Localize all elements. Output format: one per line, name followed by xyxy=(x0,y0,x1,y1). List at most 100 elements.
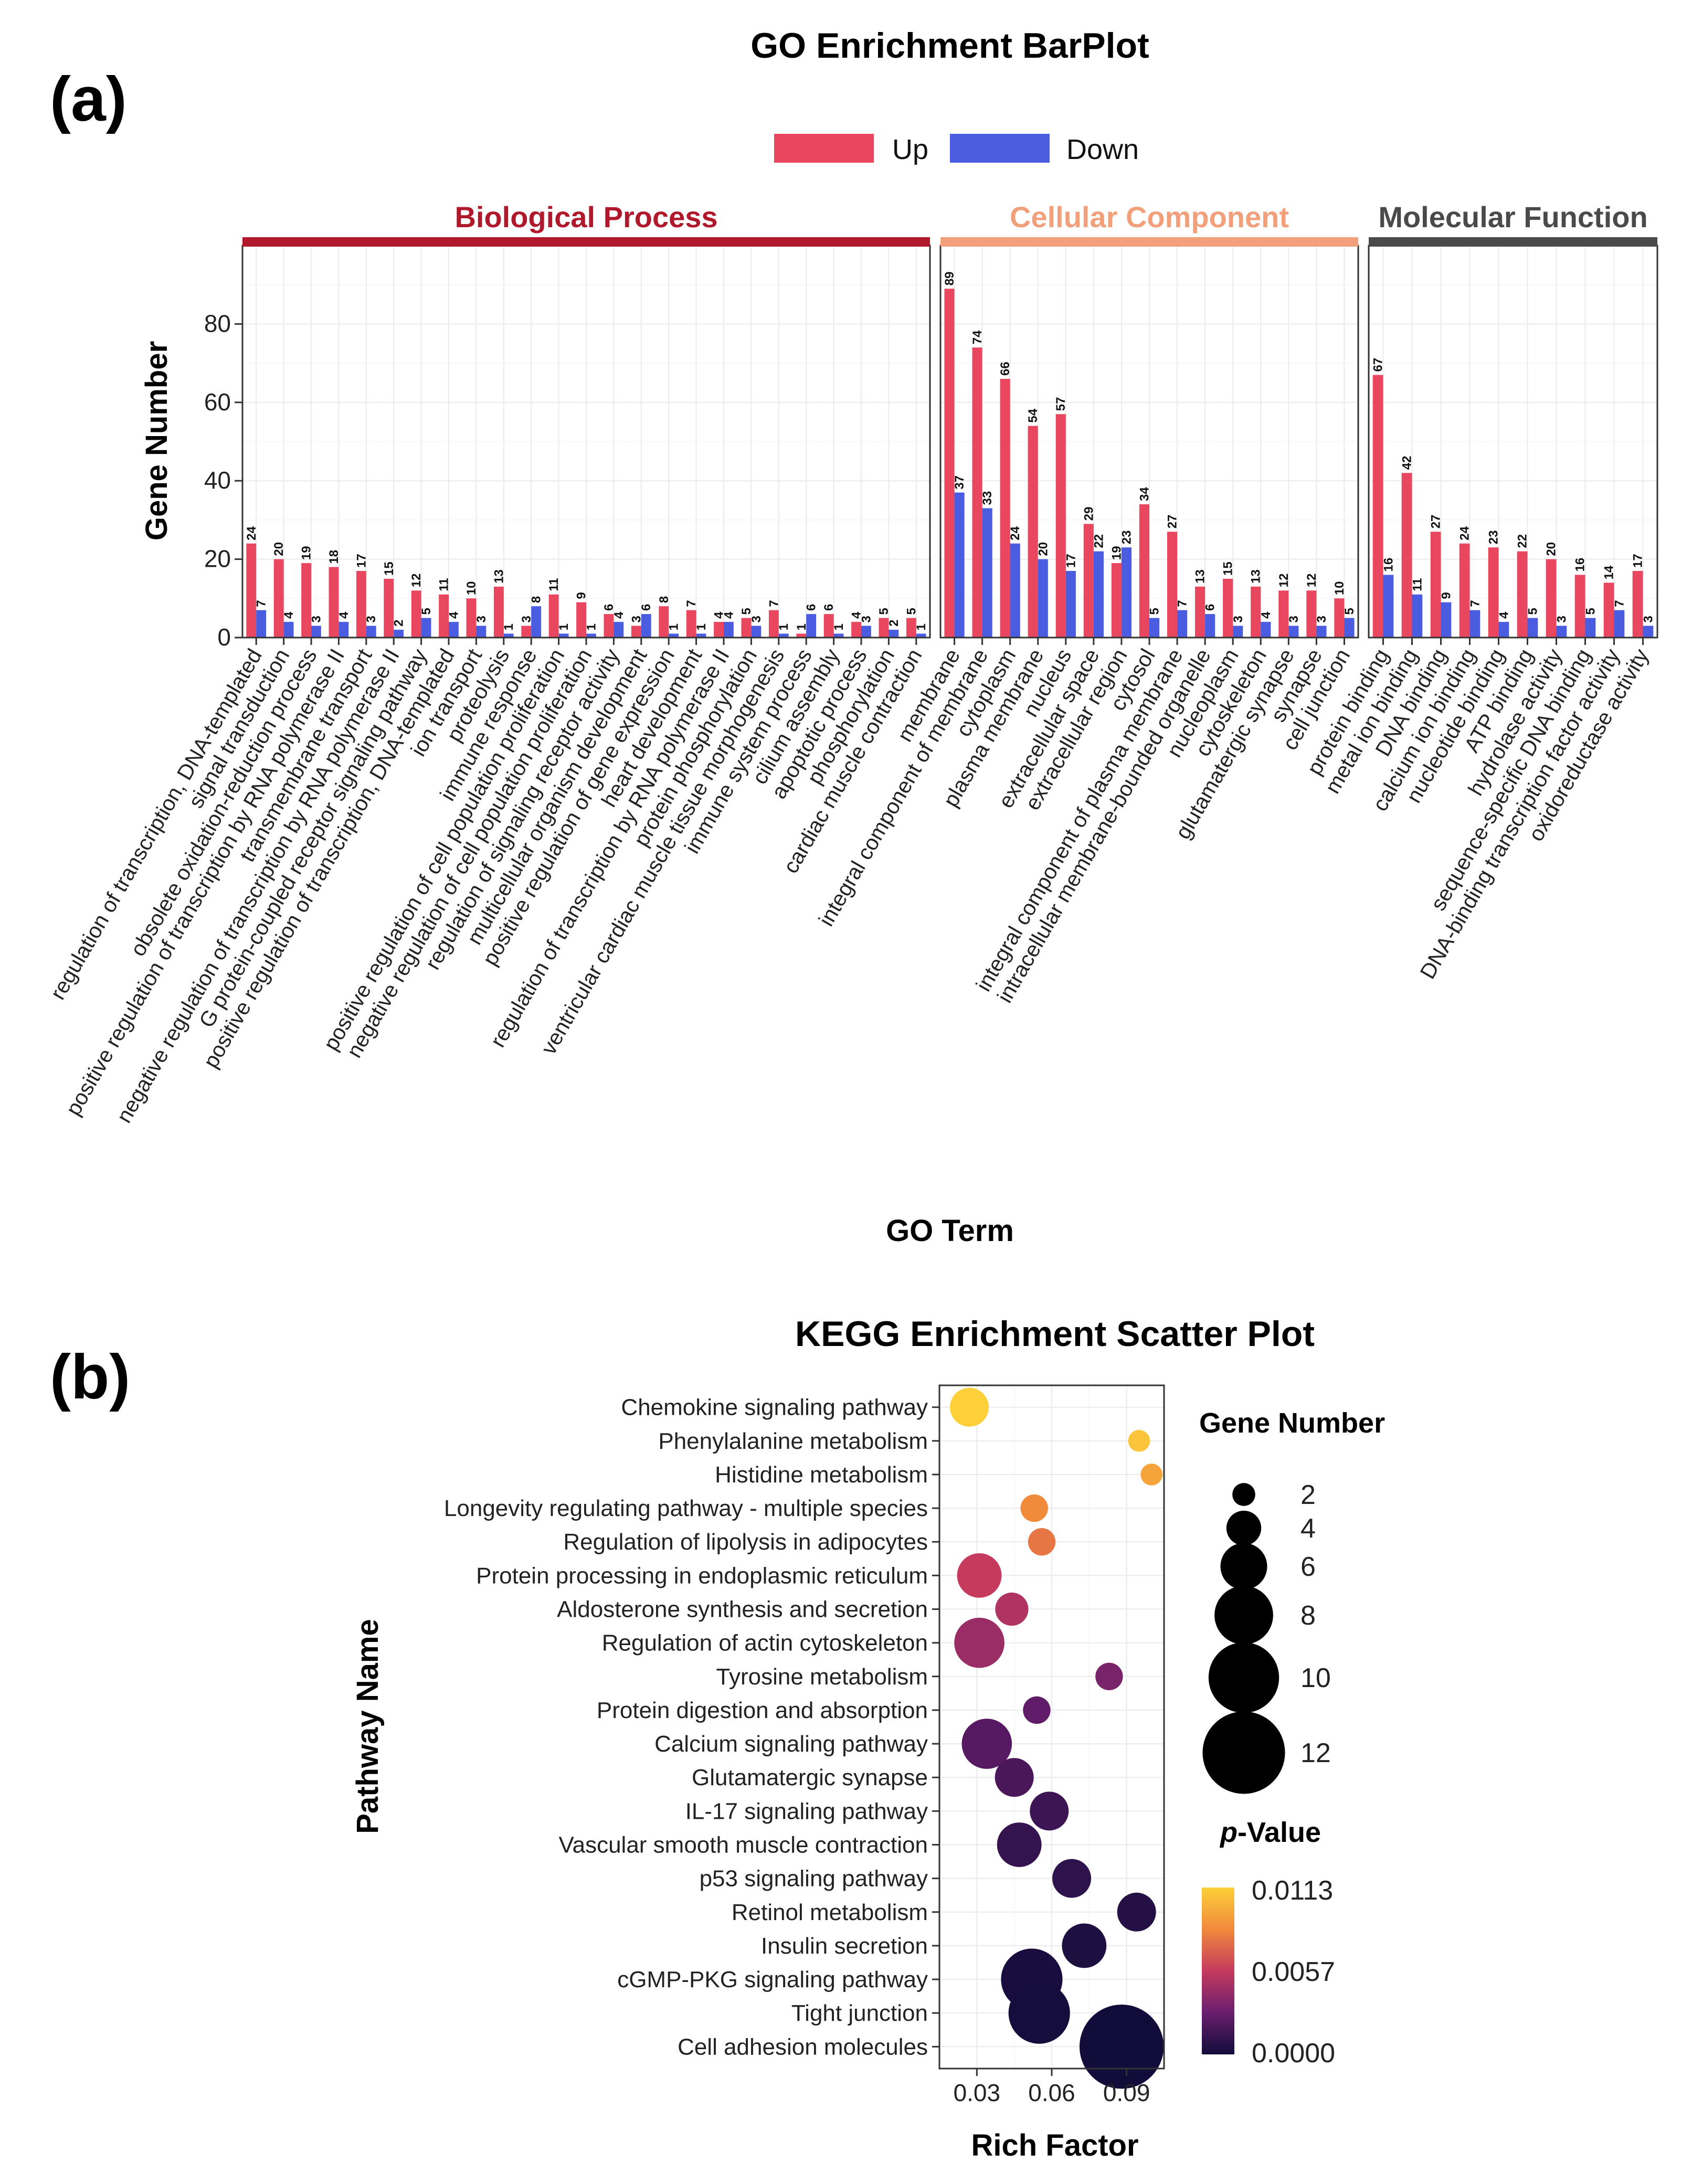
bar-up-value: 42 xyxy=(1400,456,1414,470)
bar-down xyxy=(1383,575,1394,638)
bar-down-value: 3 xyxy=(1287,616,1301,622)
bar-down-value: 4 xyxy=(612,611,626,619)
bar-up xyxy=(1111,563,1122,638)
color-legend-bar xyxy=(1202,1888,1234,2054)
panel-a-letter: (a) xyxy=(50,64,127,134)
pathway-point xyxy=(997,1822,1042,1867)
size-legend-value: 2 xyxy=(1300,1480,1316,1510)
bar-up xyxy=(741,618,752,638)
bar-down-value: 5 xyxy=(1342,608,1357,614)
color-legend-label-low: 0.0000 xyxy=(1252,2038,1335,2069)
bar-up-value: 1 xyxy=(795,623,809,630)
bar-up xyxy=(1028,426,1038,638)
bar-up xyxy=(246,543,257,638)
color-legend-title: p-Value xyxy=(1219,1817,1321,1848)
size-legend-circle xyxy=(1202,1711,1285,1794)
bar-up-value: 18 xyxy=(327,550,341,564)
bar-down xyxy=(283,622,294,638)
bar-down xyxy=(1469,610,1480,638)
bar-up-value: 7 xyxy=(767,600,781,607)
bar-down-value: 1 xyxy=(832,623,846,630)
bar-up-value: 66 xyxy=(998,362,1012,376)
bar-down xyxy=(1065,571,1076,638)
pathway-label: Retinol metabolism xyxy=(732,1900,928,1925)
bar-down-value: 1 xyxy=(502,623,516,630)
legend-up-label: Up xyxy=(892,134,928,165)
bar-up xyxy=(1488,547,1499,638)
bar-down-value: 4 xyxy=(1497,611,1511,619)
bar-up-value: 6 xyxy=(822,604,836,611)
bar-up-value: 67 xyxy=(1371,358,1386,372)
bar-up xyxy=(1251,586,1261,638)
bar-up-value: 27 xyxy=(1166,515,1180,529)
facet-strip-bar xyxy=(1369,237,1657,247)
bar-up-value: 12 xyxy=(1277,574,1291,588)
size-legend-circle xyxy=(1214,1586,1273,1645)
bar-up xyxy=(1632,571,1643,638)
bar-down xyxy=(1233,625,1243,638)
bar-up xyxy=(384,578,394,638)
bar-down xyxy=(1038,559,1048,638)
bar-down xyxy=(916,633,926,638)
bar-down xyxy=(1149,618,1160,638)
bar-down xyxy=(751,625,762,638)
pathway-point xyxy=(1052,1859,1092,1898)
bar-up xyxy=(906,618,916,638)
bar-down-value: 3 xyxy=(1641,616,1655,622)
bar-up xyxy=(356,571,366,638)
bar-down-value: 5 xyxy=(1583,608,1598,614)
bar-down xyxy=(1261,622,1271,638)
bar-up-value: 12 xyxy=(409,574,424,588)
pathway-point xyxy=(950,1387,989,1427)
bar-up-value: 89 xyxy=(943,271,957,285)
panel-b-letter: (b) xyxy=(50,1342,130,1412)
x-tick-label: 0.09 xyxy=(1103,2079,1150,2106)
bar-up xyxy=(301,563,311,638)
bar-down xyxy=(833,633,844,638)
bar-up-value: 5 xyxy=(739,608,754,614)
pathway-point xyxy=(1062,1923,1107,1968)
bar-down xyxy=(806,614,817,638)
pathway-label: Vascular smooth muscle contraction xyxy=(559,1832,928,1858)
bar-down xyxy=(1205,614,1215,638)
size-legend: Gene Number 24 6 8 10 12 xyxy=(1199,1407,1385,1794)
bar-down-value: 7 xyxy=(1612,600,1626,607)
pathway-point xyxy=(957,1553,1002,1598)
bar-up-value: 8 xyxy=(657,596,671,603)
bar-up xyxy=(1517,551,1528,638)
pathway-label: p53 signaling pathway xyxy=(700,1866,928,1892)
size-legend-value: 12 xyxy=(1300,1738,1331,1768)
bar-down xyxy=(476,625,487,638)
bar-up-value: 57 xyxy=(1054,397,1068,411)
bar-down xyxy=(421,618,431,638)
pathway-label: Calcium signaling pathway xyxy=(654,1731,928,1757)
bar-up xyxy=(851,622,861,638)
bar-up xyxy=(1401,473,1412,638)
bar-up-value: 14 xyxy=(1602,565,1616,579)
pathway-point xyxy=(1140,1464,1163,1486)
bar-down-value: 3 xyxy=(1554,616,1569,622)
bar-up xyxy=(768,610,779,638)
pathway-point xyxy=(1095,1662,1123,1690)
pathway-label: Tyrosine metabolism xyxy=(716,1664,928,1690)
pathway-point xyxy=(1030,1791,1069,1831)
bar-down xyxy=(449,622,459,638)
bar-down-value: 17 xyxy=(1064,554,1078,568)
pathway-point xyxy=(1117,1892,1156,1932)
bar-up xyxy=(1372,375,1383,638)
pathway-point xyxy=(954,1617,1004,1668)
bar-down xyxy=(531,606,542,638)
bar-down xyxy=(1010,543,1020,638)
bar-down xyxy=(256,610,267,638)
pathway-point xyxy=(1020,1494,1048,1522)
bar-up xyxy=(631,625,641,638)
bar-up-value: 24 xyxy=(245,526,259,540)
bar-down-value: 7 xyxy=(1468,600,1482,607)
pathway-point xyxy=(1028,1528,1056,1556)
facet-strip-label: Molecular Function xyxy=(1378,200,1647,234)
bar-down-value: 1 xyxy=(557,623,571,630)
pathway-label: Chemokine signaling pathway xyxy=(621,1395,928,1420)
legend-down-label: Down xyxy=(1066,134,1139,165)
